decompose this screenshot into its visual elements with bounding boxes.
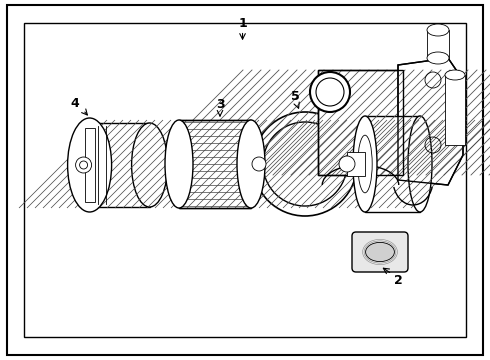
Circle shape [252, 157, 266, 171]
Bar [85, 128, 95, 202]
Bar [179, 120, 251, 208]
Circle shape [253, 112, 357, 216]
Text: 1: 1 [238, 17, 247, 30]
Ellipse shape [427, 52, 449, 64]
Ellipse shape [445, 70, 465, 80]
Text: 5: 5 [291, 90, 299, 103]
Ellipse shape [165, 120, 193, 208]
Polygon shape [398, 58, 463, 185]
Bar [318, 70, 403, 175]
Bar [318, 70, 403, 175]
Ellipse shape [366, 242, 394, 262]
Bar [90, 123, 149, 207]
Circle shape [75, 157, 92, 173]
Ellipse shape [68, 118, 112, 212]
Ellipse shape [353, 116, 377, 212]
Ellipse shape [237, 120, 265, 208]
Bar [24, 23, 466, 337]
Circle shape [339, 156, 355, 172]
FancyBboxPatch shape [352, 232, 408, 272]
Bar [365, 116, 420, 212]
Bar [445, 75, 465, 145]
Text: 3: 3 [216, 98, 224, 111]
Ellipse shape [132, 123, 168, 207]
Ellipse shape [427, 24, 449, 36]
Bar [347, 152, 365, 176]
Circle shape [310, 72, 350, 112]
Text: 4: 4 [71, 96, 79, 109]
Circle shape [263, 122, 347, 206]
Circle shape [316, 78, 344, 106]
Bar [427, 30, 449, 58]
Text: 2: 2 [393, 274, 402, 287]
Bar [179, 120, 251, 208]
Ellipse shape [408, 116, 432, 212]
Bar [179, 120, 251, 208]
